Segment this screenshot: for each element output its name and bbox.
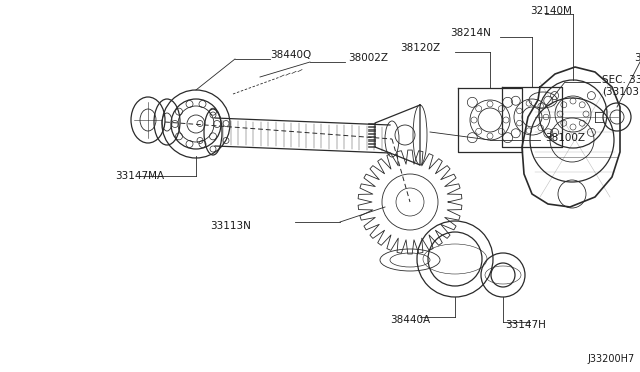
Text: 33147MA: 33147MA [115, 171, 164, 181]
Text: 38440Q: 38440Q [270, 50, 311, 60]
Text: 38100Z: 38100Z [545, 133, 585, 143]
Text: 32140H: 32140H [634, 53, 640, 63]
Text: SEC. 331
(33103): SEC. 331 (33103) [602, 75, 640, 97]
Text: 38440A: 38440A [390, 315, 430, 325]
Text: 33147H: 33147H [505, 320, 546, 330]
Text: 38214N: 38214N [450, 28, 491, 38]
Text: 38120Z: 38120Z [400, 43, 440, 53]
Text: 32140M: 32140M [530, 6, 572, 16]
Text: 33113N: 33113N [210, 221, 251, 231]
Text: J33200H7: J33200H7 [588, 354, 635, 364]
Text: 38002Z: 38002Z [348, 53, 388, 63]
